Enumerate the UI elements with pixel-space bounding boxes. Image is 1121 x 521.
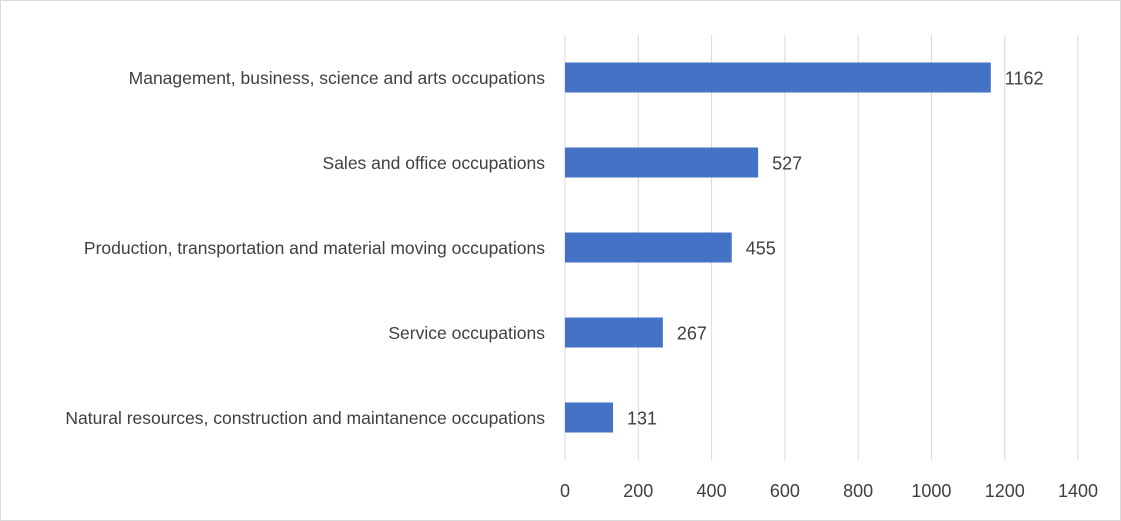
y-tick-label: Production, transportation and material … (83, 237, 545, 258)
x-tick-label: 800 (843, 481, 873, 501)
bar (565, 62, 991, 93)
data-label: 1162 (1005, 68, 1044, 88)
x-tick-label: 600 (770, 481, 800, 501)
y-tick-label: Sales and office occupations (322, 152, 545, 173)
x-tick-label: 1400 (1058, 481, 1098, 501)
y-tick-label: Management, business, science and arts o… (128, 67, 545, 88)
data-label: 131 (627, 408, 657, 428)
data-label: 527 (772, 153, 802, 173)
x-tick-label: 200 (623, 481, 653, 501)
bar (565, 402, 614, 433)
y-tick-label: Natural resources, construction and main… (65, 407, 545, 428)
x-tick-label: 1200 (985, 481, 1025, 501)
x-tick-label: 400 (697, 481, 727, 501)
data-label: 267 (677, 323, 707, 343)
data-label: 455 (746, 238, 776, 258)
bar (565, 147, 759, 178)
x-tick-label: 1000 (911, 481, 951, 501)
bar (565, 232, 732, 263)
y-tick-label: Service occupations (388, 322, 545, 343)
bar (565, 317, 663, 348)
x-tick-label: 0 (560, 481, 570, 501)
